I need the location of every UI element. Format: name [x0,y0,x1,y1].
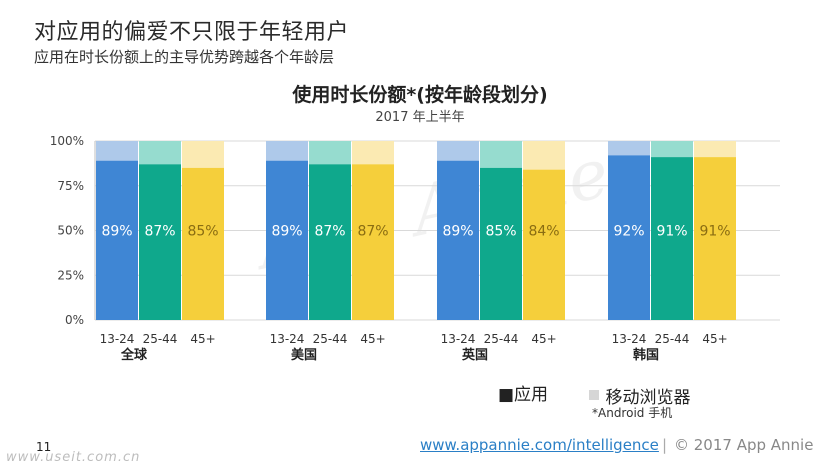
x-tick-label: 45+ [702,332,727,346]
bar-app-segment [651,157,693,320]
x-tick-label: 45+ [531,332,556,346]
group-label: 英国 [461,347,488,363]
site-watermark: www.useit.com.cn [6,450,141,465]
x-tick-label: 13-24 [270,332,305,346]
x-tick-label: 45+ [360,332,385,346]
bar-value-label: 92% [613,224,644,240]
bar-browser-segment [352,141,394,165]
bar-browser-segment [651,141,693,158]
group-label: 美国 [291,347,317,363]
bar-browser-segment [523,141,565,170]
x-tick-label: 25-44 [143,332,178,346]
group-label: 全球 [120,347,148,363]
x-tick-label: 25-44 [313,332,348,346]
x-tick-label: 13-24 [100,332,135,346]
bar-value-label: 89% [442,224,473,240]
bar-browser-segment [96,141,138,161]
bar-value-label: 87% [144,224,175,240]
footer-separator: | [662,436,668,454]
bar-value-label: 91% [656,224,687,240]
bar-app-segment [694,157,736,320]
bar-app-segment [182,167,224,320]
bar-browser-segment [694,141,736,158]
bar-value-label: 87% [357,224,388,240]
bar-browser-segment [266,141,308,161]
bar-app-segment [139,164,181,320]
bar-value-label: 91% [699,224,730,240]
bar-app-segment [437,160,479,320]
bar-app-segment [309,164,351,320]
legend: ■应用 移动浏览器 [498,380,726,408]
legend-browser-label: 移动浏览器 [605,387,691,408]
group-label: 韩国 [633,347,659,363]
bar-browser-segment [309,141,351,165]
bar-app-segment [352,164,394,320]
footer-link[interactable]: www.appannie.com/intelligence [420,436,659,454]
bar-browser-segment [608,141,650,156]
y-tick-label: 100% [50,134,84,148]
y-tick-label: 0% [65,313,84,327]
x-tick-label: 45+ [190,332,215,346]
bar-app-segment [266,160,308,320]
x-tick-label: 25-44 [484,332,519,346]
page-number: 11 [36,440,52,454]
bar-browser-segment [437,141,479,161]
legend-browser-swatch [589,390,600,400]
x-tick-label: 13-24 [612,332,647,346]
y-tick-label: 50% [57,224,84,238]
bar-value-label: 89% [101,224,132,240]
bar-app-segment [96,160,138,320]
footnote: *Android 手机 [592,406,673,420]
legend-item-browser: 移动浏览器 [589,383,690,408]
bar-browser-segment [480,141,522,168]
x-tick-label: 13-24 [441,332,476,346]
bar-value-label: 87% [314,224,345,240]
y-tick-label: 25% [57,268,84,282]
bar-browser-segment [139,141,181,165]
bar-browser-segment [182,141,224,168]
page-heading: 对应用的偏爱不只限于年轻用户 [34,20,350,45]
copyright: © 2017 App Annie [674,436,814,454]
legend-item-app: ■应用 [498,380,548,405]
bar-value-label: 85% [187,224,218,240]
x-tick-label: 25-44 [655,332,690,346]
bar-value-label: 89% [271,224,302,240]
chart-subtitle: 2017 年上半年 [375,110,465,125]
page-subheading: 应用在时长份额上的主导优势跨越各个年龄层 [34,48,335,66]
bar-app-segment [608,155,650,320]
bar-app-segment [523,169,565,320]
bar-value-label: 85% [485,224,516,240]
bar-app-segment [480,167,522,320]
bar-value-label: 84% [528,224,559,240]
legend-app-label: ■应用 [498,385,549,405]
y-tick-label: 75% [57,179,84,193]
chart-title: 使用时长份额*(按年龄段划分) [292,84,548,106]
